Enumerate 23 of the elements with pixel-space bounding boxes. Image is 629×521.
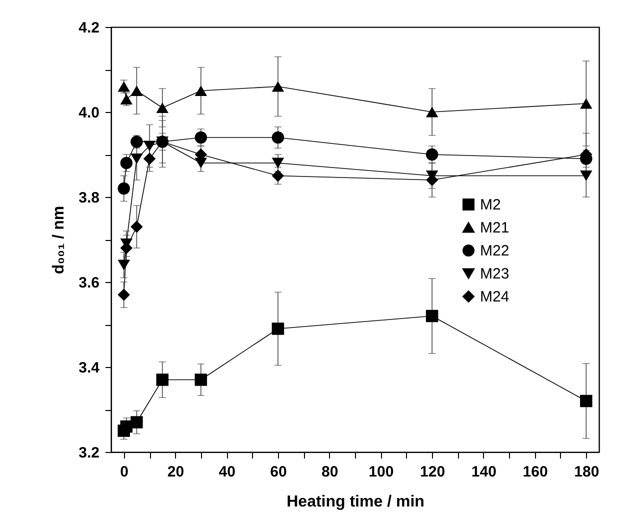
y-tick-label: 3.6 [78,274,100,292]
x-tick-label: 0 [120,464,129,480]
x-tick-label: 140 [471,464,496,480]
legend-label: M23 [480,266,510,282]
y-tick-label: 3.8 [78,190,100,206]
legend-label: M2 [480,196,501,214]
y-tick-label: 3.4 [78,360,100,376]
x-tick-label: 20 [167,464,184,480]
x-tick-label: 160 [522,464,548,480]
legend-label: M22 [480,242,510,260]
legend-label: M24 [480,288,510,306]
x-tick-label: 40 [218,464,236,480]
x-tick-label: 60 [270,464,287,480]
legend-label: M21 [480,220,510,236]
x-tick-label: 120 [420,464,446,480]
x-tick-label: 180 [574,464,600,480]
y-axis-title: d₀₀₁ / nm [50,206,68,274]
x-axis-title: Heating time / min [286,494,424,510]
x-tick-label: 100 [368,464,394,480]
x-tick-label: 80 [321,464,338,480]
y-tick-label: 3.2 [78,444,100,462]
y-tick-label: 4.2 [78,20,100,36]
y-tick-label: 4.0 [78,104,100,122]
